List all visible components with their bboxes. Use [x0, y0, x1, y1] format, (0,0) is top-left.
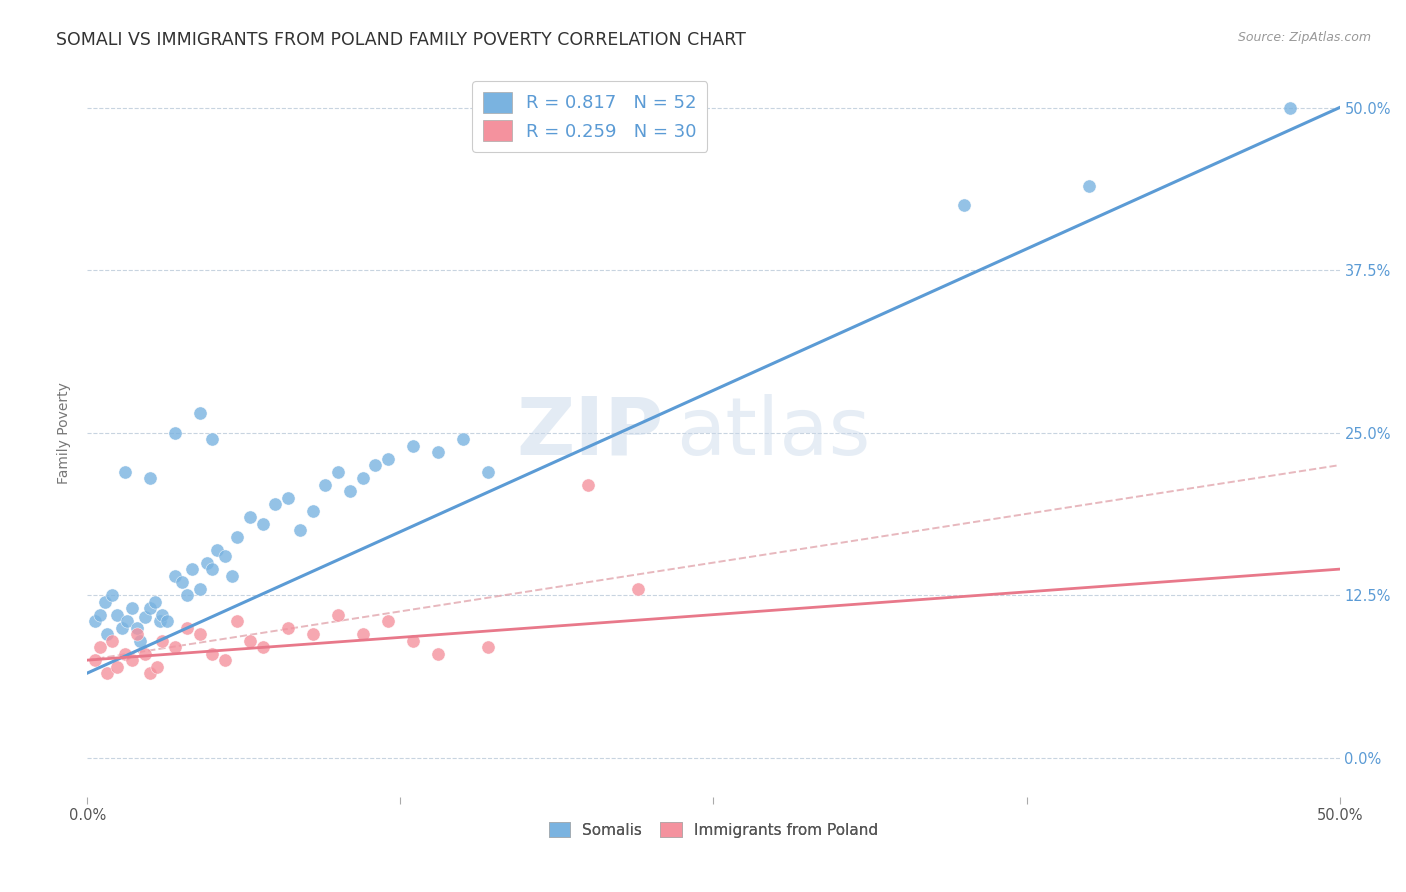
Point	[143, 594, 166, 608]
Point	[221, 568, 243, 582]
Point	[1078, 178, 1101, 193]
Point	[134, 647, 156, 661]
Point	[114, 647, 136, 661]
Point	[326, 607, 349, 622]
Point	[89, 640, 111, 654]
Point	[226, 614, 249, 628]
Point	[214, 653, 236, 667]
Point	[377, 614, 399, 628]
Point	[451, 432, 474, 446]
Point	[176, 588, 198, 602]
Point	[121, 601, 143, 615]
Point	[93, 594, 115, 608]
Point	[150, 607, 173, 622]
Text: Source: ZipAtlas.com: Source: ZipAtlas.com	[1237, 31, 1371, 45]
Point	[89, 607, 111, 622]
Point	[326, 465, 349, 479]
Point	[96, 627, 118, 641]
Point	[352, 471, 374, 485]
Point	[214, 549, 236, 563]
Point	[402, 633, 425, 648]
Point	[352, 627, 374, 641]
Point	[477, 640, 499, 654]
Point	[101, 588, 124, 602]
Point	[364, 458, 387, 472]
Point	[172, 575, 194, 590]
Point	[188, 582, 211, 596]
Point	[105, 659, 128, 673]
Point	[111, 621, 134, 635]
Point	[188, 627, 211, 641]
Point	[201, 647, 224, 661]
Y-axis label: Family Poverty: Family Poverty	[58, 382, 72, 483]
Legend: Somalis, Immigrants from Poland: Somalis, Immigrants from Poland	[543, 815, 884, 844]
Point	[127, 627, 149, 641]
Point	[197, 556, 219, 570]
Point	[576, 477, 599, 491]
Point	[402, 439, 425, 453]
Point	[277, 491, 299, 505]
Point	[627, 582, 650, 596]
Point	[101, 633, 124, 648]
Point	[477, 465, 499, 479]
Point	[301, 503, 323, 517]
Point	[264, 497, 287, 511]
Point	[156, 614, 179, 628]
Text: atlas: atlas	[676, 393, 870, 472]
Point	[288, 523, 311, 537]
Text: ZIP: ZIP	[516, 393, 664, 472]
Point	[149, 614, 172, 628]
Point	[226, 530, 249, 544]
Point	[207, 542, 229, 557]
Point	[83, 614, 105, 628]
Point	[115, 614, 138, 628]
Point	[252, 516, 274, 531]
Point	[176, 621, 198, 635]
Point	[139, 601, 162, 615]
Point	[83, 653, 105, 667]
Point	[953, 198, 976, 212]
Point	[239, 510, 262, 524]
Point	[201, 432, 224, 446]
Point	[426, 445, 449, 459]
Point	[252, 640, 274, 654]
Point	[188, 406, 211, 420]
Point	[114, 465, 136, 479]
Point	[277, 621, 299, 635]
Point	[163, 640, 186, 654]
Point	[121, 653, 143, 667]
Point	[134, 610, 156, 624]
Point	[163, 568, 186, 582]
Text: SOMALI VS IMMIGRANTS FROM POLAND FAMILY POVERTY CORRELATION CHART: SOMALI VS IMMIGRANTS FROM POLAND FAMILY …	[56, 31, 747, 49]
Point	[128, 633, 150, 648]
Point	[127, 621, 149, 635]
Point	[96, 666, 118, 681]
Point	[339, 484, 361, 499]
Point	[301, 627, 323, 641]
Point	[377, 451, 399, 466]
Point	[1278, 101, 1301, 115]
Point	[314, 477, 336, 491]
Point	[181, 562, 204, 576]
Point	[139, 471, 162, 485]
Point	[139, 666, 162, 681]
Point	[239, 633, 262, 648]
Point	[146, 659, 169, 673]
Point	[163, 425, 186, 440]
Point	[201, 562, 224, 576]
Point	[150, 633, 173, 648]
Point	[426, 647, 449, 661]
Point	[105, 607, 128, 622]
